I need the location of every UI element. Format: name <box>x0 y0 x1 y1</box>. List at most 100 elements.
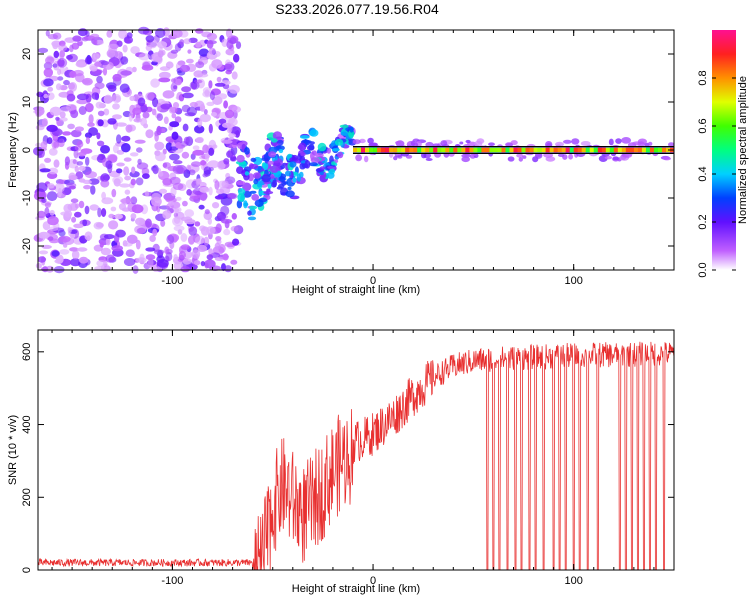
noise-blob <box>175 196 182 201</box>
transition-blob <box>247 216 257 221</box>
carrier-segment <box>453 147 458 153</box>
noise-blob <box>96 259 106 267</box>
noise-blob <box>221 180 229 189</box>
noise-blob <box>38 250 49 255</box>
noise-blob <box>156 125 162 136</box>
carrier-segment <box>413 147 418 153</box>
noise-blob <box>64 156 70 166</box>
noise-blob <box>49 106 62 117</box>
noise-blob <box>173 225 185 232</box>
noise-blob <box>101 191 106 200</box>
noise-blob <box>73 149 79 159</box>
noise-blob <box>207 217 212 225</box>
transition-blob <box>242 182 252 192</box>
carrier-segment <box>421 147 426 153</box>
transition-blob <box>285 190 295 198</box>
noise-blob <box>131 204 144 214</box>
noise-blob <box>100 145 110 154</box>
noise-blob <box>56 57 68 68</box>
noise-blob <box>223 228 231 236</box>
noise-blob <box>88 127 98 136</box>
carrier-segment <box>385 147 390 153</box>
carrier-segment <box>565 147 570 153</box>
noise-blob <box>166 234 175 244</box>
noise-blob <box>37 47 49 54</box>
noise-blob <box>137 158 142 165</box>
noise-blob <box>108 220 119 230</box>
noise-blob <box>208 47 216 55</box>
carrier-halo <box>608 138 614 146</box>
colorbar-ticks: 0.0 0.2 0.4 0.6 0.8 <box>697 70 736 278</box>
y-tick-label: 400 <box>21 415 33 433</box>
noise-blob <box>156 113 163 121</box>
carrier-halo <box>516 153 524 158</box>
y-tick-label: 0 <box>21 147 33 153</box>
noise-blob <box>121 197 133 205</box>
noise-blob <box>199 191 208 202</box>
noise-blob <box>171 131 179 140</box>
noise-blob <box>228 133 237 138</box>
carrier-segment <box>381 147 386 153</box>
noise-blob <box>89 204 99 211</box>
noise-blob <box>214 82 226 87</box>
noise-blob <box>179 39 185 45</box>
transition-blob <box>247 210 252 216</box>
noise-blob <box>206 40 214 49</box>
noise-blob <box>71 250 80 260</box>
spectrogram-carrier <box>352 137 675 163</box>
y-tick-label: 600 <box>21 343 33 361</box>
noise-blob <box>57 76 64 81</box>
noise-blob <box>59 235 71 243</box>
noise-blob <box>156 102 162 112</box>
noise-blob <box>175 142 182 149</box>
noise-blob <box>46 124 58 132</box>
noise-blob <box>95 101 104 109</box>
noise-blob <box>39 191 47 199</box>
noise-blob <box>123 166 130 176</box>
noise-blob <box>42 265 48 273</box>
noise-blob <box>78 200 85 209</box>
snr-series <box>38 341 674 570</box>
noise-blob <box>157 50 164 58</box>
colorbar-tick-label: 0.4 <box>697 166 709 181</box>
noise-blob <box>150 78 160 88</box>
carrier-segment <box>361 147 366 153</box>
noise-blob <box>145 44 152 52</box>
transition-blob <box>278 148 284 154</box>
carrier-segment <box>533 147 538 153</box>
carrier-segment <box>545 147 550 153</box>
x-tick-label: -100 <box>161 575 183 587</box>
transition-blob <box>327 166 335 169</box>
noise-blob <box>116 134 122 144</box>
noise-blob <box>211 59 223 69</box>
noise-blob <box>229 37 237 45</box>
noise-blob <box>120 56 129 65</box>
snr-x-label: Height of straight line (km) <box>292 583 420 595</box>
noise-blob <box>74 144 82 152</box>
y-tick-label: 0 <box>21 567 33 573</box>
noise-blob <box>179 64 191 73</box>
carrier-halo <box>648 141 653 146</box>
transition-blob <box>272 179 277 188</box>
noise-blob <box>160 219 166 227</box>
snr-panel: -100 0 100 0 200 400 600 Height of straight li… <box>7 329 675 595</box>
noise-blob <box>164 246 170 255</box>
noise-blob <box>222 253 229 261</box>
noise-blob <box>130 178 136 186</box>
noise-blob <box>35 124 45 131</box>
noise-blob <box>173 216 181 224</box>
noise-blob <box>183 38 191 45</box>
noise-blob <box>209 91 215 101</box>
noise-blob <box>116 149 125 155</box>
x-tick-label: 100 <box>565 575 583 587</box>
noise-blob <box>140 105 148 113</box>
noise-blob <box>189 101 198 108</box>
colorbar: 0.0 0.2 0.4 0.6 0.8 Normalized spectral ampl… <box>697 30 749 278</box>
transition-blob <box>249 163 259 170</box>
noise-blob <box>103 108 110 116</box>
noise-blob <box>112 144 119 154</box>
y-tick-label: -10 <box>21 190 33 206</box>
noise-blob <box>120 70 132 76</box>
carrier-halo <box>367 137 374 144</box>
carrier-segment <box>369 147 374 153</box>
